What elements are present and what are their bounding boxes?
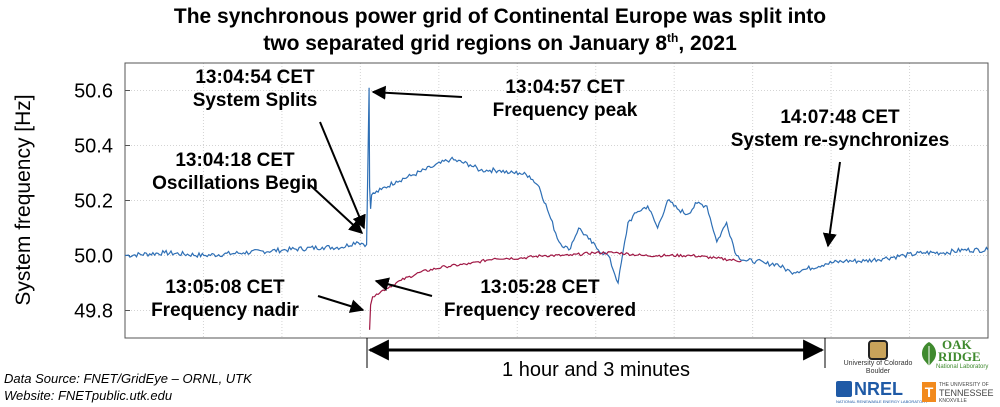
y-axis-ticks: 49.8 50.0 50.2 50.4 50.6 [74, 81, 130, 323]
nrel-emblem-icon [836, 381, 852, 397]
arrow-system-splits [319, 121, 366, 230]
annotation-time: 13:04:57 CET [505, 77, 625, 98]
annotation-frequency-recovered: 13:05:28 CET Frequency recovered [430, 276, 650, 322]
annotation-label: System re-synchronizes [730, 130, 950, 151]
annotation-time: 13:04:18 CET [175, 150, 295, 171]
annotation-time: 13:04:54 CET [195, 67, 315, 88]
nrel-wordmark: NREL [854, 379, 903, 399]
annotation-label: Oscillations Begin [152, 173, 318, 194]
duration-label: 1 hour and 3 minutes [502, 359, 690, 381]
oak-leaf-icon [921, 342, 937, 366]
annotation-label: Frequency recovered [443, 300, 637, 321]
annotation-time: 14:07:48 CET [780, 107, 900, 128]
title-line-2-end: , 2021 [678, 32, 737, 55]
annotation-system-splits: 13:04:54 CET System Splits [170, 66, 340, 112]
annotation-label: System Splits [192, 90, 318, 111]
cu-name-line-2: Boulder [865, 368, 891, 375]
cu-emblem-icon [868, 340, 888, 360]
cu-boulder-logo: University of Colorado Boulder [843, 340, 913, 376]
ut-line-3: KNOXVILLE [939, 398, 967, 404]
oak-line-3: National Laboratory [936, 364, 989, 370]
y-tick-label: 49.8 [74, 301, 113, 323]
arrow-resynchronizes [822, 161, 841, 248]
title-ordinal-suffix: th [667, 31, 679, 45]
cu-name-line-1: University of Colorado [843, 360, 913, 367]
title-line-2-main: two separated grid regions on January 8 [263, 32, 668, 55]
annotation-time: 13:05:08 CET [165, 277, 285, 298]
ut-t-icon: T [922, 382, 936, 402]
y-tick-label: 50.4 [74, 136, 113, 158]
series-line-1 [124, 87, 989, 285]
ut-line-2: TENNESSEE [939, 388, 994, 398]
annotation-arrows [309, 85, 841, 313]
annotation-resynchronizes: 14:07:48 CET System re-synchronizes [710, 106, 970, 152]
oak-line-2: RIDGE [938, 349, 981, 364]
chart-title-line-1: The synchronous power grid of Continenta… [173, 5, 827, 28]
annotation-frequency-peak: 13:04:57 CET Frequency peak [465, 76, 665, 122]
y-tick-label: 50.6 [74, 81, 113, 103]
arrow-frequency-nadir [317, 295, 365, 313]
data-source-text: Data Source: FNET/GridEye – ORNL, UTK [4, 371, 252, 386]
annotation-time: 13:05:28 CET [480, 277, 600, 298]
arrow-frequency-recovered [374, 277, 433, 297]
oak-line-1: OAK [942, 337, 972, 352]
data-series [124, 87, 989, 330]
y-axis-label: System frequency [Hz] [12, 94, 35, 305]
grid-lines [125, 63, 988, 338]
arrow-frequency-peak [371, 85, 463, 100]
series-line-2 [369, 250, 742, 330]
ut-line-1: THE UNIVERSITY OF [939, 382, 989, 388]
annotation-oscillations-begin: 13:04:18 CET Oscillations Begin [135, 149, 335, 195]
nrel-subtitle: NATIONAL RENEWABLE ENERGY LABORATORY [836, 399, 928, 404]
arrow-oscillations-begin [309, 184, 364, 234]
y-tick-label: 50.0 [74, 246, 113, 268]
website-text: Website: FNETpublic.utk.edu [4, 388, 173, 403]
y-tick-label: 50.2 [74, 191, 113, 213]
annotation-frequency-nadir: 13:05:08 CET Frequency nadir [135, 276, 315, 322]
annotation-label: Frequency nadir [151, 300, 299, 321]
chart-title-line-2: two separated grid regions on January 8t… [0, 31, 1000, 56]
annotation-label: Frequency peak [492, 100, 638, 121]
